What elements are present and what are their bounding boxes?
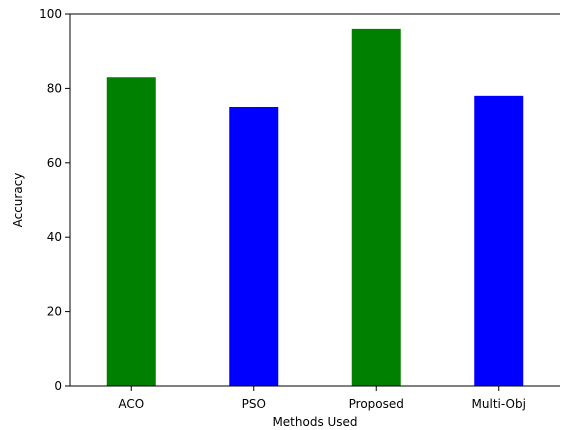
y-axis-ticks: 0 20 40 60 80 100 [39,7,70,393]
y-tick-label: 60 [47,156,62,170]
axes-group [69,13,560,387]
y-tick-label: 100 [39,7,62,21]
x-axis-ticks: ACO PSO Proposed Multi-Obj [118,386,526,411]
y-axis-label: Accuracy [11,173,25,228]
bar-aco [106,77,156,387]
y-tick-label: 40 [47,230,62,244]
y-tick-label: 80 [47,81,62,95]
x-tick-label: PSO [242,397,266,411]
bar-multi-obj [474,95,524,386]
bar-pso [229,107,279,386]
x-tick-label: ACO [118,397,144,411]
y-tick-label: 0 [54,379,62,393]
y-tick-label: 20 [47,305,62,319]
x-axis-label: Methods Used [272,415,357,429]
bar-proposed [351,28,401,386]
x-tick-label: Multi-Obj [472,397,526,411]
x-tick-label: Proposed [349,397,404,411]
bars-group [106,28,524,387]
